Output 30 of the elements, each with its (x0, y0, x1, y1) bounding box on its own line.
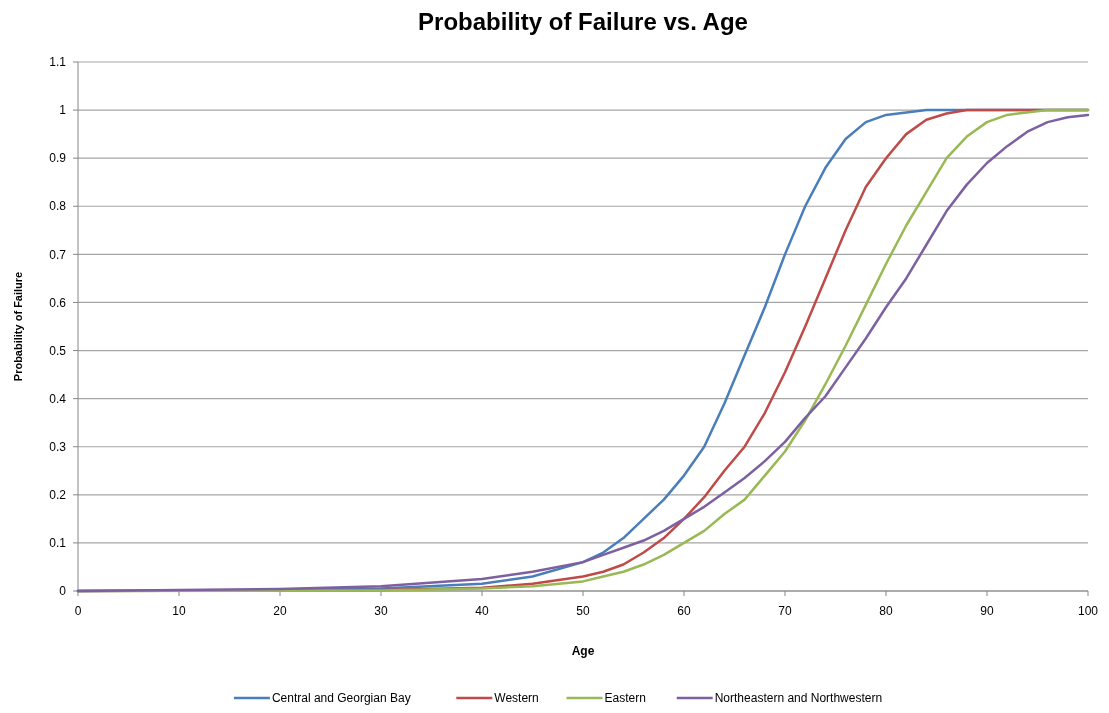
y-tick-label: 1 (59, 103, 67, 118)
legend-label: Eastern (604, 691, 646, 706)
y-tick-label: 0 (59, 584, 67, 599)
legend-label: Central and Georgian Bay (271, 691, 411, 706)
chart-title: Probability of Failure vs. Age (418, 8, 748, 35)
x-tick-label: 60 (677, 604, 691, 618)
x-tick-label: 50 (576, 604, 590, 618)
x-tick-label: 30 (374, 604, 388, 618)
y-tick-label: 0.5 (49, 343, 67, 358)
y-axis-title: Probability of Failure (12, 271, 24, 382)
legend-label: Western (494, 691, 539, 706)
x-tick-label: 100 (1077, 604, 1099, 618)
y-tick-label: 0.4 (49, 391, 67, 406)
y-tick-label: 0.7 (49, 247, 67, 262)
legend-label: Northeastern and Northwestern (714, 691, 883, 706)
y-tick-label: 0.9 (49, 151, 67, 166)
x-tick-label: 70 (778, 604, 792, 618)
y-tick-label: 0.2 (49, 488, 67, 503)
y-tick-label: 0.6 (49, 295, 67, 310)
y-tick-label: 1.1 (49, 55, 67, 70)
x-axis-title: Age (571, 644, 595, 658)
x-tick-label: 10 (172, 604, 186, 618)
y-tick-label: 0.8 (49, 199, 67, 214)
y-tick-label: 0.1 (49, 536, 67, 551)
y-tick-label: 0.3 (49, 439, 67, 454)
x-tick-label: 20 (273, 604, 287, 618)
x-tick-label: 90 (980, 604, 994, 618)
x-tick-label: 40 (475, 604, 489, 618)
x-tick-label: 0 (74, 604, 82, 618)
x-tick-label: 80 (879, 604, 893, 618)
